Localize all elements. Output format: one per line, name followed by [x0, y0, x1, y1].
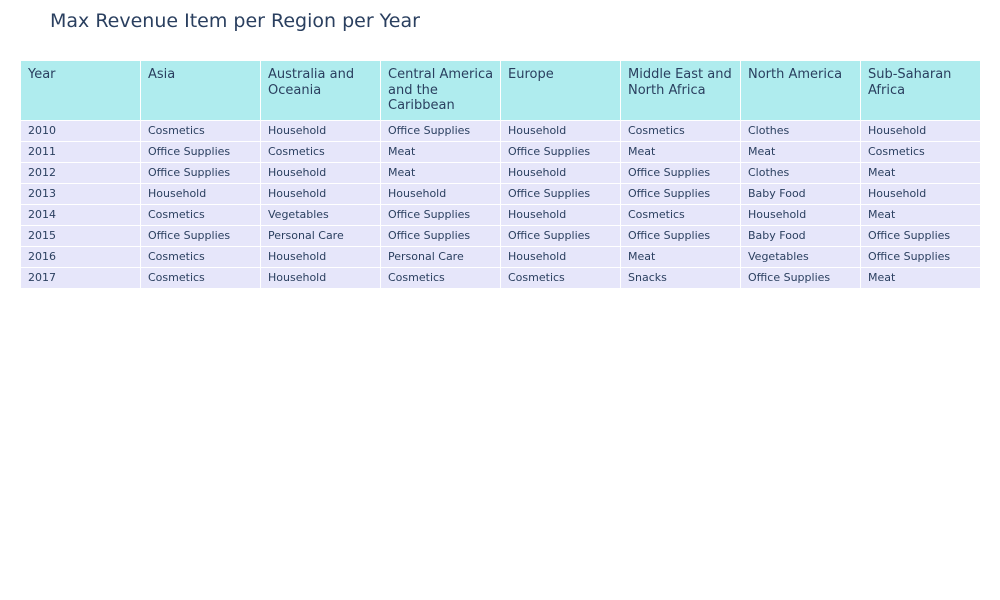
table-cell: Household — [860, 183, 981, 205]
table-row: 2016 Cosmetics Household Personal Care House… — [20, 246, 981, 268]
table-row: 2015 Office Supplies Personal Care Office S… — [20, 225, 981, 247]
year-cell: 2015 — [20, 225, 141, 247]
year-cell: 2010 — [20, 120, 141, 142]
table-cell: Office Supplies — [500, 225, 621, 247]
table-row: 2011 Office Supplies Cosmetics Meat Office S… — [20, 141, 981, 163]
table-header-row: Year Asia Australia and Oceania Central Ame… — [20, 60, 981, 121]
table-cell: Household — [380, 183, 501, 205]
table-cell: Office Supplies — [140, 225, 261, 247]
table-cell: Office Supplies — [140, 162, 261, 184]
table-cell: Office Supplies — [140, 141, 261, 163]
table-cell: Cosmetics — [500, 267, 621, 289]
table-cell: Meat — [740, 141, 861, 163]
table-cell: Office Supplies — [380, 225, 501, 247]
table-cell: Snacks — [620, 267, 741, 289]
table-row: 2012 Office Supplies Household Meat Househol… — [20, 162, 981, 184]
table-cell: Clothes — [740, 162, 861, 184]
table-body: 2010 Cosmetics Household Office Supplies Hou… — [20, 120, 981, 289]
table-cell: Baby Food — [740, 225, 861, 247]
year-cell: 2014 — [20, 204, 141, 226]
table-cell: Office Supplies — [860, 225, 981, 247]
table-cell: Cosmetics — [140, 246, 261, 268]
column-header: Europe — [500, 60, 621, 121]
table-cell: Meat — [860, 204, 981, 226]
year-cell: 2012 — [20, 162, 141, 184]
table-cell: Meat — [380, 162, 501, 184]
table-cell: Office Supplies — [620, 183, 741, 205]
table-cell: Cosmetics — [260, 141, 381, 163]
table-cell: Office Supplies — [380, 120, 501, 142]
data-table: Year Asia Australia and Oceania Central Ame… — [20, 60, 981, 289]
column-header: Middle East and North Africa — [620, 60, 741, 121]
table-cell: Meat — [380, 141, 501, 163]
table-row: 2014 Cosmetics Vegetables Office Supplies Ho… — [20, 204, 981, 226]
table-cell: Cosmetics — [620, 120, 741, 142]
table-cell: Household — [500, 204, 621, 226]
table-cell: Household — [500, 246, 621, 268]
table-cell: Cosmetics — [380, 267, 501, 289]
table-cell: Office Supplies — [740, 267, 861, 289]
table-cell: Cosmetics — [140, 120, 261, 142]
year-cell: 2016 — [20, 246, 141, 268]
year-cell: 2011 — [20, 141, 141, 163]
table-cell: Household — [860, 120, 981, 142]
table-cell: Vegetables — [260, 204, 381, 226]
column-header: Asia — [140, 60, 261, 121]
table-cell: Household — [260, 162, 381, 184]
table-cell: Office Supplies — [500, 183, 621, 205]
column-header: Sub-Saharan Africa — [860, 60, 981, 121]
table-cell: Office Supplies — [500, 141, 621, 163]
table-cell: Clothes — [740, 120, 861, 142]
table-row: 2010 Cosmetics Household Office Supplies Hou… — [20, 120, 981, 142]
year-cell: 2013 — [20, 183, 141, 205]
table-cell: Personal Care — [260, 225, 381, 247]
column-header: Australia and Oceania — [260, 60, 381, 121]
table-cell: Baby Food — [740, 183, 861, 205]
table-cell: Office Supplies — [860, 246, 981, 268]
data-table-container: Year Asia Australia and Oceania Central Ame… — [20, 60, 981, 289]
table-row: 2013 Household Household Household Office Su… — [20, 183, 981, 205]
table-cell: Household — [740, 204, 861, 226]
table-cell: Household — [500, 162, 621, 184]
table-cell: Household — [260, 267, 381, 289]
table-cell: Household — [260, 120, 381, 142]
table-cell: Meat — [620, 141, 741, 163]
table-cell: Cosmetics — [140, 204, 261, 226]
table-cell: Vegetables — [740, 246, 861, 268]
column-header: North America — [740, 60, 861, 121]
table-cell: Personal Care — [380, 246, 501, 268]
table-cell: Household — [500, 120, 621, 142]
table-cell: Household — [260, 246, 381, 268]
table-cell: Household — [260, 183, 381, 205]
table-cell: Office Supplies — [620, 225, 741, 247]
table-cell: Cosmetics — [620, 204, 741, 226]
table-cell: Meat — [860, 267, 981, 289]
table-cell: Meat — [620, 246, 741, 268]
table-cell: Cosmetics — [140, 267, 261, 289]
table-cell: Cosmetics — [860, 141, 981, 163]
chart-title: Max Revenue Item per Region per Year — [50, 10, 420, 32]
table-cell: Meat — [860, 162, 981, 184]
column-header: Year — [20, 60, 141, 121]
year-cell: 2017 — [20, 267, 141, 289]
table-cell: Office Supplies — [620, 162, 741, 184]
table-cell: Household — [140, 183, 261, 205]
table-cell: Office Supplies — [380, 204, 501, 226]
table-row: 2017 Cosmetics Household Cosmetics Cosmetics… — [20, 267, 981, 289]
column-header: Central America and the Caribbean — [380, 60, 501, 121]
